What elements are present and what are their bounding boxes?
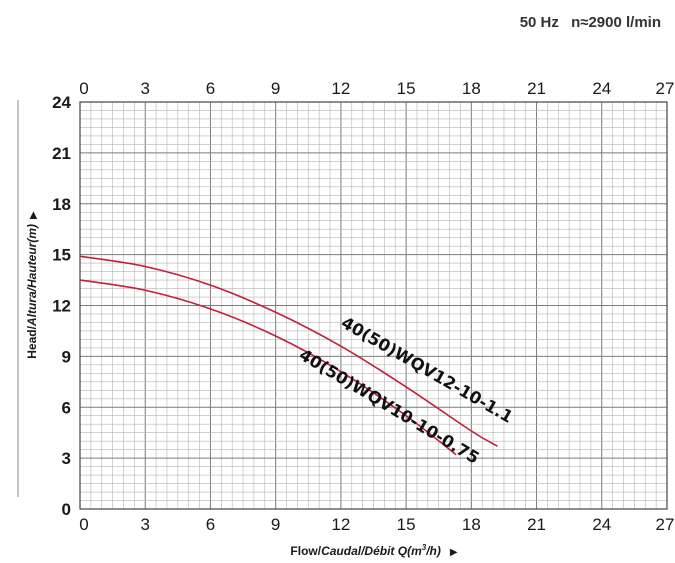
x-axis-label-end: /h) — [425, 544, 441, 558]
x-axis-arrow-icon: ▶ — [450, 547, 458, 558]
x-tick-label-top: 0 — [79, 79, 88, 98]
y-tick-label: 21 — [52, 144, 71, 163]
x-tick-label-top: 12 — [331, 79, 350, 98]
y-tick-label: 3 — [62, 449, 71, 468]
x-tick-label-top: 27 — [656, 79, 675, 98]
x-tick-label-bottom: 6 — [206, 515, 215, 534]
y-axis-label-italic: Altura/Hauteur(m) — [25, 224, 39, 327]
x-tick-label-bottom: 12 — [331, 515, 350, 534]
y-tick-label: 6 — [62, 398, 71, 417]
y-tick-label: 15 — [52, 246, 71, 265]
speed-label: n≈2900 l/min — [571, 14, 661, 31]
y-axis-arrow-icon: ▶ — [28, 211, 39, 219]
chart-header: 50 Hz n≈2900 l/min — [520, 14, 661, 31]
x-tick-label-top: 18 — [462, 79, 481, 98]
y-tick-label: 18 — [52, 195, 71, 214]
x-ticks-bottom: 0 3 6 9 12 15 18 21 24 27 — [79, 515, 674, 534]
plot-border — [79, 101, 668, 510]
x-tick-label-top: 6 — [206, 79, 215, 98]
series-line-2 — [79, 279, 457, 456]
y-tick-label: 24 — [52, 93, 71, 112]
series-label-1: 40(50)WQV12-10-1.1 — [338, 313, 516, 427]
grid — [79, 101, 668, 510]
x-tick-label-bottom: 24 — [592, 515, 611, 534]
x-tick-label-bottom: 27 — [656, 515, 675, 534]
x-tick-label-bottom: 3 — [140, 515, 149, 534]
x-tick-label-bottom: 9 — [271, 515, 280, 534]
y-ticks: 0 3 6 9 12 15 18 21 24 — [52, 93, 71, 519]
y-axis-label-main: Head/ — [25, 325, 39, 358]
x-tick-label-bottom: 21 — [527, 515, 546, 534]
x-tick-label-top: 3 — [140, 79, 149, 98]
x-ticks-top: 0 3 6 9 12 15 18 21 24 27 — [79, 79, 674, 98]
x-tick-label-top: 15 — [397, 79, 416, 98]
frequency-label: 50 Hz — [520, 14, 559, 31]
series-line-1 — [79, 255, 498, 447]
y-tick-label: 0 — [62, 500, 71, 519]
x-axis-label-sup: 3 — [422, 543, 427, 552]
x-axis-label-main: Flow/ — [290, 544, 321, 558]
series-lines — [79, 255, 498, 456]
series-label-2: 40(50)WQV10-10-0.75 — [296, 345, 483, 468]
plot-area-border — [79, 101, 668, 510]
y-tick-label: 12 — [52, 297, 71, 316]
y-tick-label: 9 — [62, 347, 71, 366]
x-tick-label-top: 24 — [592, 79, 611, 98]
x-tick-label-bottom: 15 — [397, 515, 416, 534]
y-axis-label: Head/Altura/Hauteur(m) ▶ — [25, 211, 39, 359]
x-tick-label-top: 21 — [527, 79, 546, 98]
x-axis-label: Flow/Caudal/Débit Q(m3/h) ▶ — [290, 543, 457, 558]
x-tick-label-bottom: 0 — [79, 515, 88, 534]
x-axis-label-italic: Caudal/Débit Q(m — [321, 544, 422, 558]
x-tick-label-top: 9 — [271, 79, 280, 98]
x-tick-label-bottom: 18 — [462, 515, 481, 534]
